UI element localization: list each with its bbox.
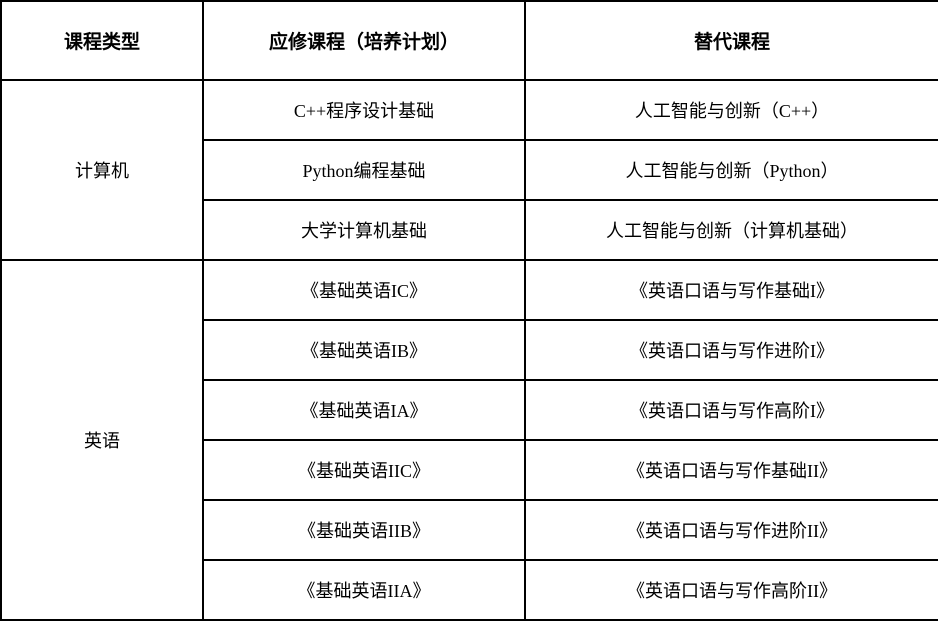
required-course-cell: 《基础英语IA》 <box>202 379 526 441</box>
replacement-course-cell: 《英语口语与写作高阶II》 <box>524 559 938 621</box>
header-replacement-course: 替代课程 <box>524 0 938 81</box>
replacement-course-cell: 《英语口语与写作高阶I》 <box>524 379 938 441</box>
replacement-course-cell: 人工智能与创新（Python） <box>524 139 938 201</box>
table-row: 大学计算机基础 人工智能与创新（计算机基础） <box>1 199 938 261</box>
group-cell-computer: 计算机 <box>0 79 204 261</box>
table-row: 《基础英语IB》 《英语口语与写作进阶I》 <box>1 319 938 381</box>
table-row: 《基础英语IA》 《英语口语与写作高阶I》 <box>1 379 938 441</box>
table-row: 英语 《基础英语IC》 《英语口语与写作基础I》 <box>0 259 938 621</box>
required-course-cell: 《基础英语IIB》 <box>202 499 526 561</box>
replacement-course-cell: 人工智能与创新（C++） <box>524 79 938 141</box>
required-course-cell: 《基础英语IIC》 <box>202 439 526 501</box>
replacement-course-cell: 《英语口语与写作进阶II》 <box>524 499 938 561</box>
required-course-cell: 《基础英语IIA》 <box>202 559 526 621</box>
required-course-cell: 大学计算机基础 <box>202 199 526 261</box>
table-row: 《基础英语IIC》 《英语口语与写作基础II》 <box>1 439 938 501</box>
replacement-course-cell: 人工智能与创新（计算机基础） <box>524 199 938 261</box>
replacement-course-cell: 《英语口语与写作基础I》 <box>524 259 938 321</box>
header-course-type: 课程类型 <box>0 0 204 81</box>
replacement-course-cell: 《英语口语与写作进阶I》 <box>524 319 938 381</box>
required-course-cell: C++程序设计基础 <box>202 79 526 141</box>
required-course-cell: 《基础英语IB》 <box>202 319 526 381</box>
table-row: 《基础英语IIB》 《英语口语与写作进阶II》 <box>1 499 938 561</box>
table-row: 计算机 C++程序设计基础 人工智能与创新（C++） <box>0 79 938 261</box>
group-cell-english: 英语 <box>0 259 204 621</box>
header-required-course: 应修课程（培养计划） <box>202 0 526 81</box>
replacement-course-cell: 《英语口语与写作基础II》 <box>524 439 938 501</box>
table-header-row: 课程类型 应修课程（培养计划） 替代课程 <box>0 0 938 81</box>
table-row: 《基础英语IIA》 《英语口语与写作高阶II》 <box>1 559 938 621</box>
table-row: Python编程基础 人工智能与创新（Python） <box>1 139 938 201</box>
required-course-cell: 《基础英语IC》 <box>202 259 526 321</box>
required-course-cell: Python编程基础 <box>202 139 526 201</box>
